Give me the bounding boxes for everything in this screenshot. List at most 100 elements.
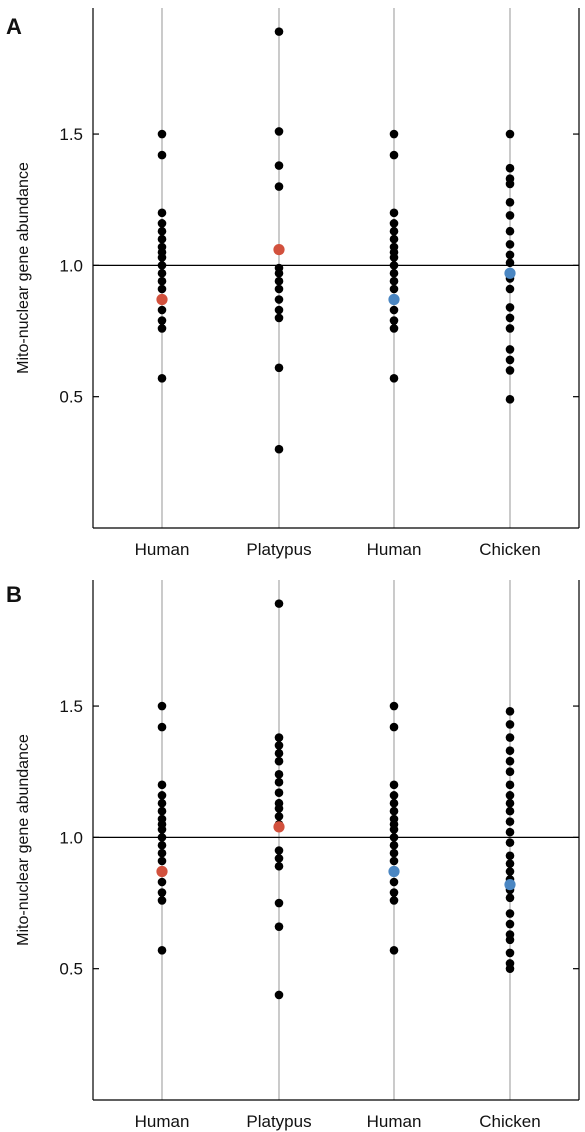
data-point xyxy=(157,305,167,315)
data-point xyxy=(505,930,515,939)
data-point xyxy=(274,861,284,871)
data-point xyxy=(389,305,399,315)
data-point xyxy=(505,258,515,268)
data-point xyxy=(157,814,167,824)
data-point xyxy=(274,756,284,766)
data-point xyxy=(505,733,515,742)
data-point xyxy=(157,791,167,800)
data-point xyxy=(157,856,167,866)
panel-label: B xyxy=(6,582,22,607)
data-point xyxy=(157,268,167,278)
data-point xyxy=(505,780,515,790)
data-point xyxy=(157,324,167,333)
data-point xyxy=(274,305,284,315)
data-point xyxy=(389,840,399,850)
data-point xyxy=(505,198,515,207)
category-label: Chicken xyxy=(479,1112,540,1131)
data-point xyxy=(505,250,515,260)
data-point xyxy=(157,896,167,905)
data-point xyxy=(157,877,167,887)
data-point xyxy=(505,851,515,861)
data-point xyxy=(505,324,515,333)
data-point xyxy=(274,898,284,908)
data-point xyxy=(505,791,515,800)
data-point xyxy=(389,261,399,270)
data-point xyxy=(274,313,284,323)
data-point xyxy=(274,284,284,294)
data-point xyxy=(157,150,167,160)
data-point xyxy=(274,599,284,608)
data-point xyxy=(274,777,284,787)
data-point xyxy=(389,234,399,244)
data-point xyxy=(389,780,399,790)
data-point xyxy=(505,767,515,777)
data-point xyxy=(157,234,167,244)
data-point xyxy=(505,284,515,294)
y-axis-title: Mito-nuclear gene abundance xyxy=(15,734,32,946)
category-label: Platypus xyxy=(246,540,311,559)
data-point xyxy=(389,896,399,905)
data-point xyxy=(389,208,399,218)
data-point xyxy=(389,888,399,897)
data-point xyxy=(505,240,515,249)
data-point xyxy=(389,806,399,816)
data-point xyxy=(274,749,284,758)
highlight-point-red xyxy=(156,865,168,878)
data-point xyxy=(505,313,515,323)
chart-panel-a: 0.5 1.0 1.5 Human Platypus Human Chicken Mito-n… xyxy=(6,8,580,559)
data-point xyxy=(274,127,284,136)
data-point xyxy=(389,856,399,866)
data-point xyxy=(389,276,399,286)
data-point xyxy=(505,909,515,918)
panel-label: A xyxy=(6,14,22,39)
data-point xyxy=(157,722,167,732)
data-point xyxy=(505,867,515,876)
data-point xyxy=(505,806,515,816)
y-tick-label: 0.5 xyxy=(59,960,83,979)
highlight-point-blue xyxy=(504,267,516,279)
data-point xyxy=(389,722,399,732)
data-point xyxy=(505,919,515,929)
data-point xyxy=(505,345,515,354)
data-point xyxy=(157,284,167,294)
data-point xyxy=(389,219,399,228)
data-point xyxy=(389,946,399,955)
data-point xyxy=(274,276,284,286)
y-tick-label: 1.5 xyxy=(59,697,83,716)
data-point xyxy=(389,129,399,139)
data-point xyxy=(389,848,399,858)
data-point xyxy=(389,833,399,842)
data-point xyxy=(389,150,399,160)
data-point xyxy=(505,174,515,184)
category-label: Chicken xyxy=(479,540,540,559)
category-label: Human xyxy=(367,1112,422,1131)
data-point xyxy=(274,990,284,1000)
data-point xyxy=(505,817,515,826)
data-point xyxy=(505,827,515,837)
data-point xyxy=(157,848,167,858)
data-point xyxy=(505,746,515,756)
data-point xyxy=(157,261,167,270)
chart-panel-b: 0.5 1.0 1.5 Human Platypus Human Chicken Mito-n… xyxy=(6,580,580,1131)
data-point xyxy=(505,366,515,375)
data-point xyxy=(389,374,399,383)
data-point xyxy=(389,316,399,325)
highlight-point-red xyxy=(273,244,285,256)
data-point xyxy=(505,211,515,220)
data-point xyxy=(157,374,167,383)
data-point xyxy=(157,946,167,955)
data-point xyxy=(505,959,515,968)
data-point xyxy=(274,788,284,798)
highlight-point-red xyxy=(273,821,285,833)
data-point xyxy=(157,701,167,711)
data-point xyxy=(274,295,284,304)
highlight-point-red xyxy=(156,293,168,306)
highlight-point-blue xyxy=(504,879,516,891)
y-tick-label: 1.0 xyxy=(59,256,83,275)
data-point xyxy=(274,444,284,454)
data-point xyxy=(505,355,515,365)
data-point xyxy=(505,948,515,958)
data-point xyxy=(274,27,284,36)
data-point xyxy=(274,733,284,742)
